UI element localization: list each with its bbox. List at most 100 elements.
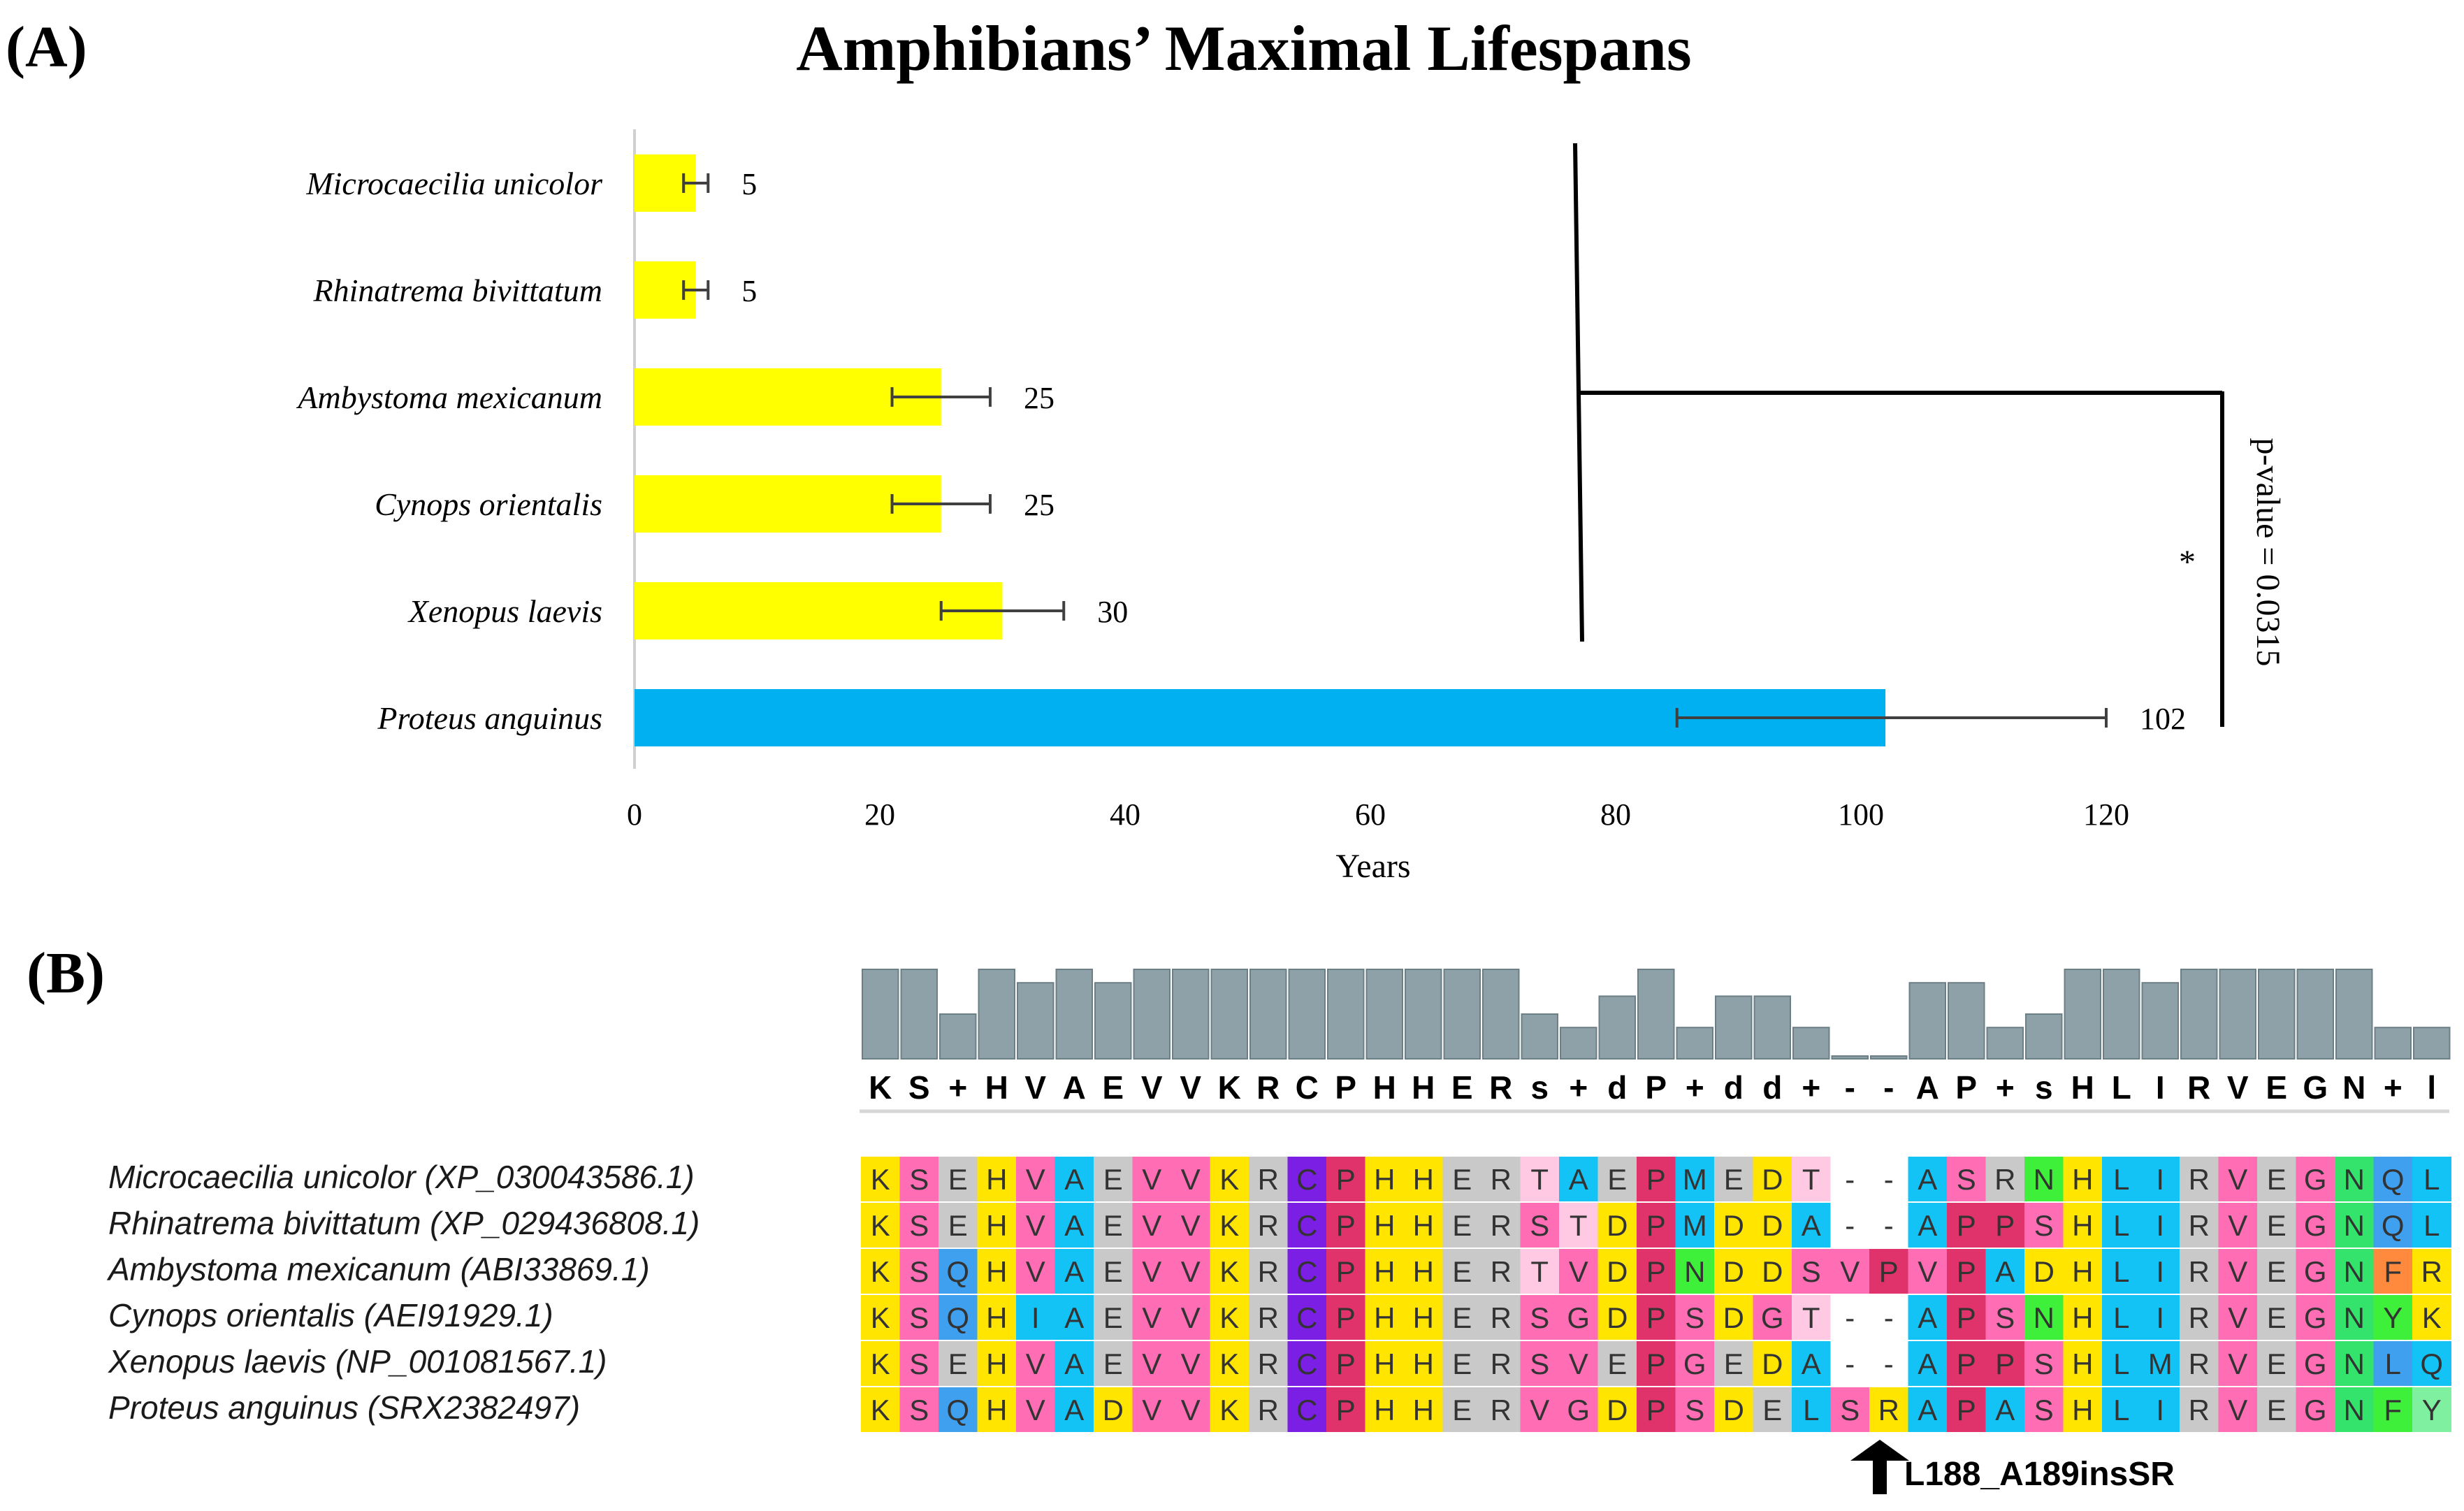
consensus-residue: d: [1762, 1069, 1782, 1106]
consensus-residue: K: [1218, 1069, 1241, 1106]
consensus-residue: A: [1063, 1069, 1086, 1106]
residue-cell: [1365, 1387, 1405, 1432]
residue-letter: D: [1762, 1347, 1783, 1380]
residue-cell: [1404, 1295, 1443, 1340]
residue-cell: [1094, 1295, 1133, 1340]
residue-cell: [2412, 1295, 2451, 1340]
residue-cell: [939, 1387, 978, 1432]
residue-letter: R: [1491, 1394, 1512, 1426]
residue-letter: N: [1684, 1255, 1705, 1288]
residue-letter: C: [1296, 1347, 1317, 1380]
residue-letter: V: [1181, 1347, 1201, 1380]
residue-letter: G: [2304, 1347, 2327, 1380]
residue-letter: Q: [946, 1394, 969, 1426]
consensus-residue: L: [2112, 1069, 2131, 1106]
residue-letter: P: [1957, 1301, 1976, 1334]
residue-letter: C: [1296, 1209, 1317, 1242]
residue-cell: [1249, 1341, 1288, 1386]
residue-letter: H: [1374, 1347, 1395, 1380]
residue-letter: S: [1685, 1394, 1704, 1426]
consensus-residue: H: [2071, 1069, 2094, 1106]
residue-letter: R: [2189, 1209, 2210, 1242]
residue-letter: R: [1994, 1163, 2015, 1196]
residue-letter: P: [1957, 1394, 1976, 1426]
conservation-bar: [1560, 1027, 1597, 1060]
residue-letter: P: [1646, 1163, 1666, 1196]
residue-letter: E: [1452, 1394, 1472, 1426]
residue-cell: [861, 1249, 900, 1294]
residue-cell: [1830, 1387, 1870, 1432]
conservation-bar: [1482, 969, 1520, 1060]
residue-letter: H: [2072, 1163, 2093, 1196]
residue-letter: H: [2072, 1209, 2093, 1242]
residue-letter: V: [1142, 1347, 1161, 1380]
conservation-bar: [2064, 969, 2101, 1060]
residue-cell: [2024, 1157, 2064, 1201]
residue-cell: [1947, 1295, 1986, 1340]
residue-cell: [1171, 1249, 1210, 1294]
consensus-residue: R: [1256, 1069, 1280, 1106]
residue-cell: [1016, 1157, 1055, 1201]
residue-letter: E: [2267, 1394, 2287, 1426]
residue-cell: [1326, 1295, 1365, 1340]
conservation-bar: [1986, 1027, 2024, 1060]
residue-letter: P: [1646, 1255, 1666, 1288]
residue-cell: [2218, 1341, 2258, 1386]
residue-letter: V: [2228, 1163, 2247, 1196]
residue-cell: [1210, 1157, 1249, 1201]
residue-letter: D: [1607, 1301, 1628, 1334]
consensus-residue: V: [1024, 1069, 1046, 1106]
residue-cell: [2412, 1157, 2451, 1201]
residue-cell: [2180, 1157, 2219, 1201]
data-label: 25: [1024, 488, 1055, 522]
residue-cell: [1132, 1295, 1172, 1340]
residue-letter: -: [1884, 1301, 1894, 1334]
residue-letter: M: [1683, 1163, 1707, 1196]
data-label: 5: [741, 274, 757, 308]
error-bar: [1675, 708, 2108, 728]
residue-cell: [1675, 1203, 1715, 1248]
residue-letter: Y: [2422, 1394, 2442, 1426]
residue-letter: S: [1530, 1301, 1549, 1334]
residue-cell: [2412, 1203, 2451, 1248]
residue-cell: [1985, 1341, 2025, 1386]
data-label: 5: [741, 167, 757, 201]
residue-letter: L: [2113, 1301, 2129, 1334]
residue-letter: N: [2034, 1163, 2054, 1196]
residue-cell: [977, 1341, 1017, 1386]
residue-cell: [1132, 1341, 1172, 1386]
residue-cell: [1249, 1249, 1288, 1294]
residue-letter: P: [1995, 1347, 2015, 1380]
conservation-bar: [1365, 969, 1403, 1060]
residue-cell: [1094, 1157, 1133, 1201]
residue-letter: T: [1570, 1209, 1588, 1242]
residue-letter: R: [2189, 1394, 2210, 1426]
conservation-bar: [1521, 1013, 1558, 1060]
residue-cell: [1637, 1387, 1676, 1432]
residue-letter: G: [2304, 1394, 2327, 1426]
conservation-bar: [1948, 982, 1985, 1060]
consensus-residue: -: [1845, 1069, 1855, 1106]
residue-letter: V: [1530, 1394, 1549, 1426]
residue-cell: [1210, 1387, 1249, 1432]
residue-cell: [1404, 1341, 1443, 1386]
residue-cell: [1830, 1341, 1870, 1386]
residue-letter: K: [1219, 1394, 1239, 1426]
residue-cell: [2024, 1387, 2064, 1432]
residue-cell: [1714, 1387, 1753, 1432]
residue-letter: D: [1723, 1301, 1744, 1334]
residue-cell: [1675, 1295, 1715, 1340]
residue-letter: A: [1064, 1301, 1084, 1334]
residue-cell: [1753, 1157, 1792, 1201]
conservation-bar: [1405, 969, 1442, 1060]
residue-letter: P: [1646, 1394, 1666, 1426]
residue-cell: [1171, 1203, 1210, 1248]
consensus-residue: H: [985, 1069, 1008, 1106]
residue-letter: A: [1064, 1209, 1084, 1242]
species-label: Microcaecilia unicolor (XP_030043586.1): [108, 1159, 695, 1195]
residue-letter: N: [2344, 1255, 2365, 1288]
residue-cell: [1792, 1157, 1831, 1201]
conservation-histogram: [862, 969, 2451, 1060]
residue-letter: D: [1723, 1255, 1744, 1288]
residue-letter: C: [1296, 1394, 1317, 1426]
